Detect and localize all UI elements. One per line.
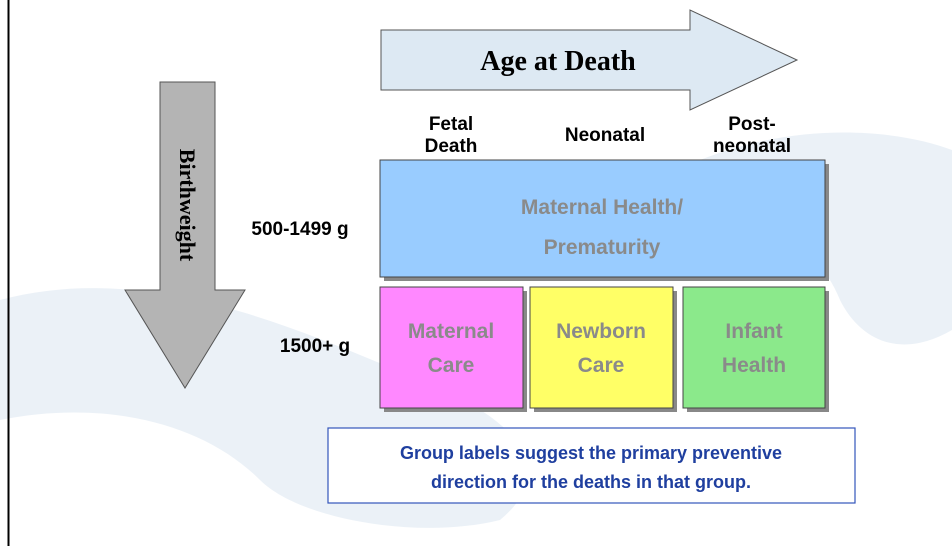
column-label: Fetal Death bbox=[425, 114, 478, 157]
column-label: Post-neonatal bbox=[713, 114, 791, 157]
text-line: Care bbox=[578, 354, 625, 377]
text-line: direction for the deaths in that group. bbox=[431, 472, 751, 492]
bottom-cell: Maternal Care bbox=[379, 286, 527, 412]
svg-text:Group labels suggest the prima: Group labels suggest the primary prevent… bbox=[400, 443, 782, 492]
row-label: 500-1499 g bbox=[251, 219, 348, 240]
birthweight-label: Birthweight bbox=[175, 149, 200, 262]
text-line: Health bbox=[722, 354, 786, 377]
top-cell: Maternal Health/Prematurity bbox=[379, 159, 829, 281]
note-box: Group labels suggest the primary prevent… bbox=[327, 427, 856, 504]
text-line: Post- bbox=[728, 114, 776, 135]
text-line: Newborn bbox=[556, 320, 646, 343]
text-line: Care bbox=[428, 354, 475, 377]
row-label: 1500+ g bbox=[280, 336, 350, 357]
text-line: Group labels suggest the primary prevent… bbox=[400, 443, 782, 463]
age-arrow bbox=[380, 9, 799, 111]
text-line: neonatal bbox=[713, 136, 791, 157]
age-arrow-label: Age at Death bbox=[480, 46, 636, 77]
text-line: Maternal Health/ bbox=[521, 196, 683, 219]
column-label: Neonatal bbox=[565, 125, 645, 146]
bottom-cell: Infant Health bbox=[682, 286, 829, 412]
bottom-cell: Newborn Care bbox=[529, 286, 677, 412]
birthweight-arrow bbox=[124, 81, 246, 389]
text-line: Maternal bbox=[408, 320, 494, 343]
text-line: Neonatal bbox=[565, 125, 645, 146]
svg-text:Maternal Health/Prematurity: Maternal Health/Prematurity bbox=[521, 196, 683, 259]
text-line: Infant bbox=[725, 320, 782, 343]
text-line: Fetal bbox=[429, 114, 473, 135]
text-line: Death bbox=[425, 136, 478, 157]
text-line: Prematurity bbox=[544, 236, 661, 259]
